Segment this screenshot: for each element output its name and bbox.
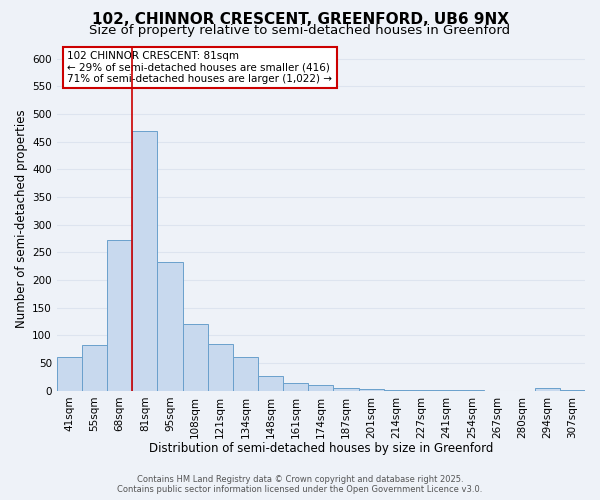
Bar — [434, 390, 459, 391]
Text: 102 CHINNOR CRESCENT: 81sqm
← 29% of semi-detached houses are smaller (416)
71% : 102 CHINNOR CRESCENT: 81sqm ← 29% of sem… — [67, 51, 332, 84]
Bar — [308, 386, 334, 391]
Bar — [233, 356, 258, 391]
Bar — [334, 388, 359, 391]
Bar — [107, 240, 132, 391]
Bar — [283, 382, 308, 391]
Text: Contains HM Land Registry data © Crown copyright and database right 2025.
Contai: Contains HM Land Registry data © Crown c… — [118, 474, 482, 494]
Bar — [560, 390, 585, 391]
Bar — [535, 388, 560, 391]
Bar — [182, 324, 208, 391]
Bar — [82, 346, 107, 391]
Text: 102, CHINNOR CRESCENT, GREENFORD, UB6 9NX: 102, CHINNOR CRESCENT, GREENFORD, UB6 9N… — [91, 12, 509, 28]
Bar — [132, 130, 157, 391]
Y-axis label: Number of semi-detached properties: Number of semi-detached properties — [15, 110, 28, 328]
Bar — [459, 390, 484, 391]
X-axis label: Distribution of semi-detached houses by size in Greenford: Distribution of semi-detached houses by … — [149, 442, 493, 455]
Bar — [359, 389, 384, 391]
Bar — [57, 356, 82, 391]
Bar — [384, 390, 409, 391]
Text: Size of property relative to semi-detached houses in Greenford: Size of property relative to semi-detach… — [89, 24, 511, 37]
Bar — [258, 376, 283, 391]
Bar — [208, 344, 233, 391]
Bar — [409, 390, 434, 391]
Bar — [157, 262, 182, 391]
